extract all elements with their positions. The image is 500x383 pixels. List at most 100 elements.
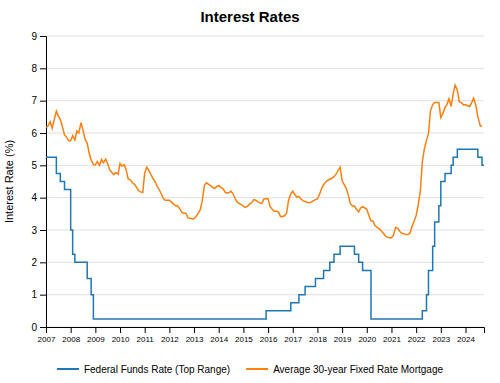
x-tick: 2016 bbox=[260, 327, 278, 344]
x-tick: 2015 bbox=[235, 327, 253, 344]
y-tick-mark bbox=[40, 295, 46, 296]
y-tick-label: 8 bbox=[31, 63, 37, 74]
x-tick-mark bbox=[120, 327, 121, 333]
x-tick-label: 2012 bbox=[161, 335, 179, 344]
y-tick-mark bbox=[40, 68, 46, 69]
grid-line bbox=[46, 197, 484, 198]
y-tick-mark bbox=[40, 262, 46, 263]
y-tick-label: 0 bbox=[31, 322, 37, 333]
x-tick-label: 2010 bbox=[112, 335, 130, 344]
y-tick: 1 bbox=[31, 289, 46, 300]
y-tick-label: 4 bbox=[31, 192, 37, 203]
x-tick: 2013 bbox=[186, 327, 204, 344]
y-axis: 0 1 2 3 4 5 6 7 8 9 bbox=[31, 31, 46, 333]
legend-item: Average 30-year Fixed Rate Mortgage bbox=[246, 364, 443, 375]
y-tick-label: 6 bbox=[31, 128, 37, 139]
legend-swatch bbox=[57, 368, 79, 370]
x-tick-mark bbox=[317, 327, 318, 333]
lines bbox=[46, 85, 484, 319]
grid-line bbox=[46, 294, 484, 295]
x-tick-mark bbox=[95, 327, 96, 333]
y-tick: 2 bbox=[31, 257, 46, 268]
y-tick-label: 3 bbox=[31, 225, 37, 236]
y-tick: 8 bbox=[31, 63, 46, 74]
y-tick-mark bbox=[40, 198, 46, 199]
grid-line bbox=[46, 262, 484, 263]
x-tick: 2011 bbox=[137, 327, 155, 344]
y-tick: 3 bbox=[31, 225, 46, 236]
y-tick-label: 9 bbox=[31, 31, 37, 42]
y-tick-label: 5 bbox=[31, 160, 37, 171]
x-tick-mark bbox=[342, 327, 343, 333]
legend-label: Average 30-year Fixed Rate Mortgage bbox=[273, 364, 443, 375]
y-tick-mark bbox=[40, 230, 46, 231]
x-tick-label: 2022 bbox=[408, 335, 426, 344]
y-tick-mark bbox=[40, 327, 46, 328]
x-tick-label: 2019 bbox=[334, 335, 352, 344]
x-tick: 2020 bbox=[358, 327, 376, 344]
x-tick: 2014 bbox=[210, 327, 228, 344]
x-tick-mark bbox=[145, 327, 146, 333]
x-tick-label: 2016 bbox=[260, 335, 278, 344]
title: Interest Rates bbox=[200, 8, 299, 25]
x-tick-label: 2023 bbox=[432, 335, 450, 344]
x-tick: 2021 bbox=[383, 327, 401, 344]
y-tick-mark bbox=[40, 133, 46, 134]
grid-line bbox=[46, 68, 484, 69]
y-tick-mark bbox=[40, 101, 46, 102]
x-tick: 2018 bbox=[309, 327, 327, 344]
legend-label: Federal Funds Rate (Top Range) bbox=[84, 364, 230, 375]
grid-line bbox=[46, 36, 484, 37]
y-tick-label: 1 bbox=[31, 289, 37, 300]
grid bbox=[46, 36, 484, 327]
series-line bbox=[46, 149, 484, 319]
x-tick-label: 2009 bbox=[87, 335, 105, 344]
y-tick: 6 bbox=[31, 128, 46, 139]
x-tick: 2022 bbox=[408, 327, 426, 344]
x-tick-label: 2013 bbox=[186, 335, 204, 344]
x-tick-label: 2011 bbox=[137, 335, 155, 344]
y-tick: 0 bbox=[31, 322, 46, 333]
x-tick-mark bbox=[465, 327, 466, 333]
x-tick: 2008 bbox=[62, 327, 80, 344]
x-tick-label: 2015 bbox=[235, 335, 253, 344]
grid-line bbox=[46, 133, 484, 134]
y-tick-mark bbox=[40, 36, 46, 37]
x-tick-mark bbox=[243, 327, 244, 333]
x-tick-mark bbox=[194, 327, 195, 333]
x-tick: 2007 bbox=[38, 327, 56, 344]
x-tick-mark bbox=[293, 327, 294, 333]
x-tick-mark bbox=[441, 327, 442, 333]
x-tick-label: 2014 bbox=[210, 335, 228, 344]
x-tick: 2017 bbox=[284, 327, 302, 344]
x-tick-mark bbox=[169, 327, 170, 333]
plot-area: 2007200820092010201120122013201420152016… bbox=[31, 31, 484, 344]
x-tick-label: 2017 bbox=[284, 335, 302, 344]
y-tick-label: 2 bbox=[31, 257, 37, 268]
x-tick: 2019 bbox=[334, 327, 352, 344]
x-tick-label: 2008 bbox=[62, 335, 80, 344]
x-tick-mark bbox=[391, 327, 392, 333]
series-line bbox=[46, 85, 482, 238]
grid-line bbox=[46, 230, 484, 231]
y-axis-line bbox=[40, 37, 47, 328]
x-tick-mark bbox=[416, 327, 417, 333]
y-tick-label: 7 bbox=[31, 95, 37, 106]
y-tick: 7 bbox=[31, 95, 46, 106]
x-tick: 2012 bbox=[161, 327, 179, 344]
x-tick-mark bbox=[71, 327, 72, 333]
x-axis: 2007 2008 2009 2010 2011 2012 2013 2014 2015 2016… bbox=[38, 327, 485, 344]
y-tick: 9 bbox=[31, 31, 46, 42]
x-tick: 2009 bbox=[87, 327, 105, 344]
grid-line bbox=[46, 100, 484, 101]
x-tick-label: 2020 bbox=[358, 335, 376, 344]
x-tick: 2010 bbox=[112, 327, 130, 344]
x-tick-label: 2018 bbox=[309, 335, 327, 344]
x-tick: 2024 bbox=[457, 327, 475, 344]
x-tick-label: 2021 bbox=[383, 335, 401, 344]
y-axis-title: Interest Rate (%) bbox=[3, 140, 15, 223]
x-tick-mark bbox=[367, 327, 368, 333]
legend-swatch bbox=[246, 368, 268, 370]
x-tick-mark bbox=[268, 327, 269, 333]
x-tick-mark bbox=[219, 327, 220, 333]
